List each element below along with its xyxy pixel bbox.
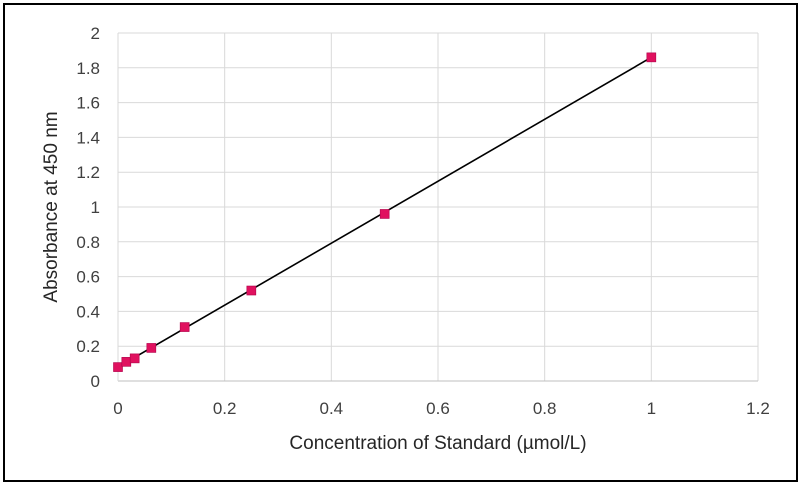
x-tick-label: 0.8 — [533, 399, 557, 418]
x-tick-label: 0 — [113, 399, 122, 418]
data-point — [146, 343, 157, 353]
data-point — [246, 285, 257, 296]
x-tick-label: 1 — [647, 399, 656, 418]
y-tick-label: 0.2 — [76, 337, 100, 356]
x-axis-title: Concentration of Standard (µmol/L) — [289, 433, 586, 454]
x-tick-label: 1.2 — [746, 399, 770, 418]
y-tick-label: 1.4 — [76, 128, 100, 147]
data-point — [129, 353, 140, 364]
x-tick-label: 0.2 — [213, 399, 237, 418]
data-point — [113, 362, 123, 372]
y-tick-label: 1.6 — [76, 94, 100, 113]
gridlines — [118, 32, 759, 381]
data-point — [179, 322, 190, 332]
x-tick-label: 0.6 — [426, 399, 450, 418]
y-tick-label: 0 — [91, 372, 100, 391]
data-point — [121, 357, 132, 367]
data-points — [113, 52, 657, 372]
axes — [117, 33, 758, 382]
y-tick-label: 0.8 — [76, 233, 100, 252]
y-tick-label: 0.4 — [76, 302, 100, 321]
y-axis-title: Absorbance at 450 nm — [41, 111, 62, 302]
data-point — [646, 52, 657, 63]
tick-labels: 0 0.2 0.4 0.6 0.8 1 1.2 0 0.2 0.4 0.6 0.8 1 1.2 1.4 1.6… — [76, 24, 769, 418]
y-tick-label: 0.6 — [76, 268, 100, 287]
y-tick-label: 1 — [91, 198, 100, 217]
y-tick-label: 2 — [91, 24, 100, 43]
data-point — [379, 209, 390, 219]
y-tick-label: 1.8 — [76, 59, 100, 78]
y-tick-label: 1.2 — [76, 163, 100, 182]
chart-frame — [3, 3, 798, 482]
x-tick-label: 0.4 — [320, 399, 344, 418]
